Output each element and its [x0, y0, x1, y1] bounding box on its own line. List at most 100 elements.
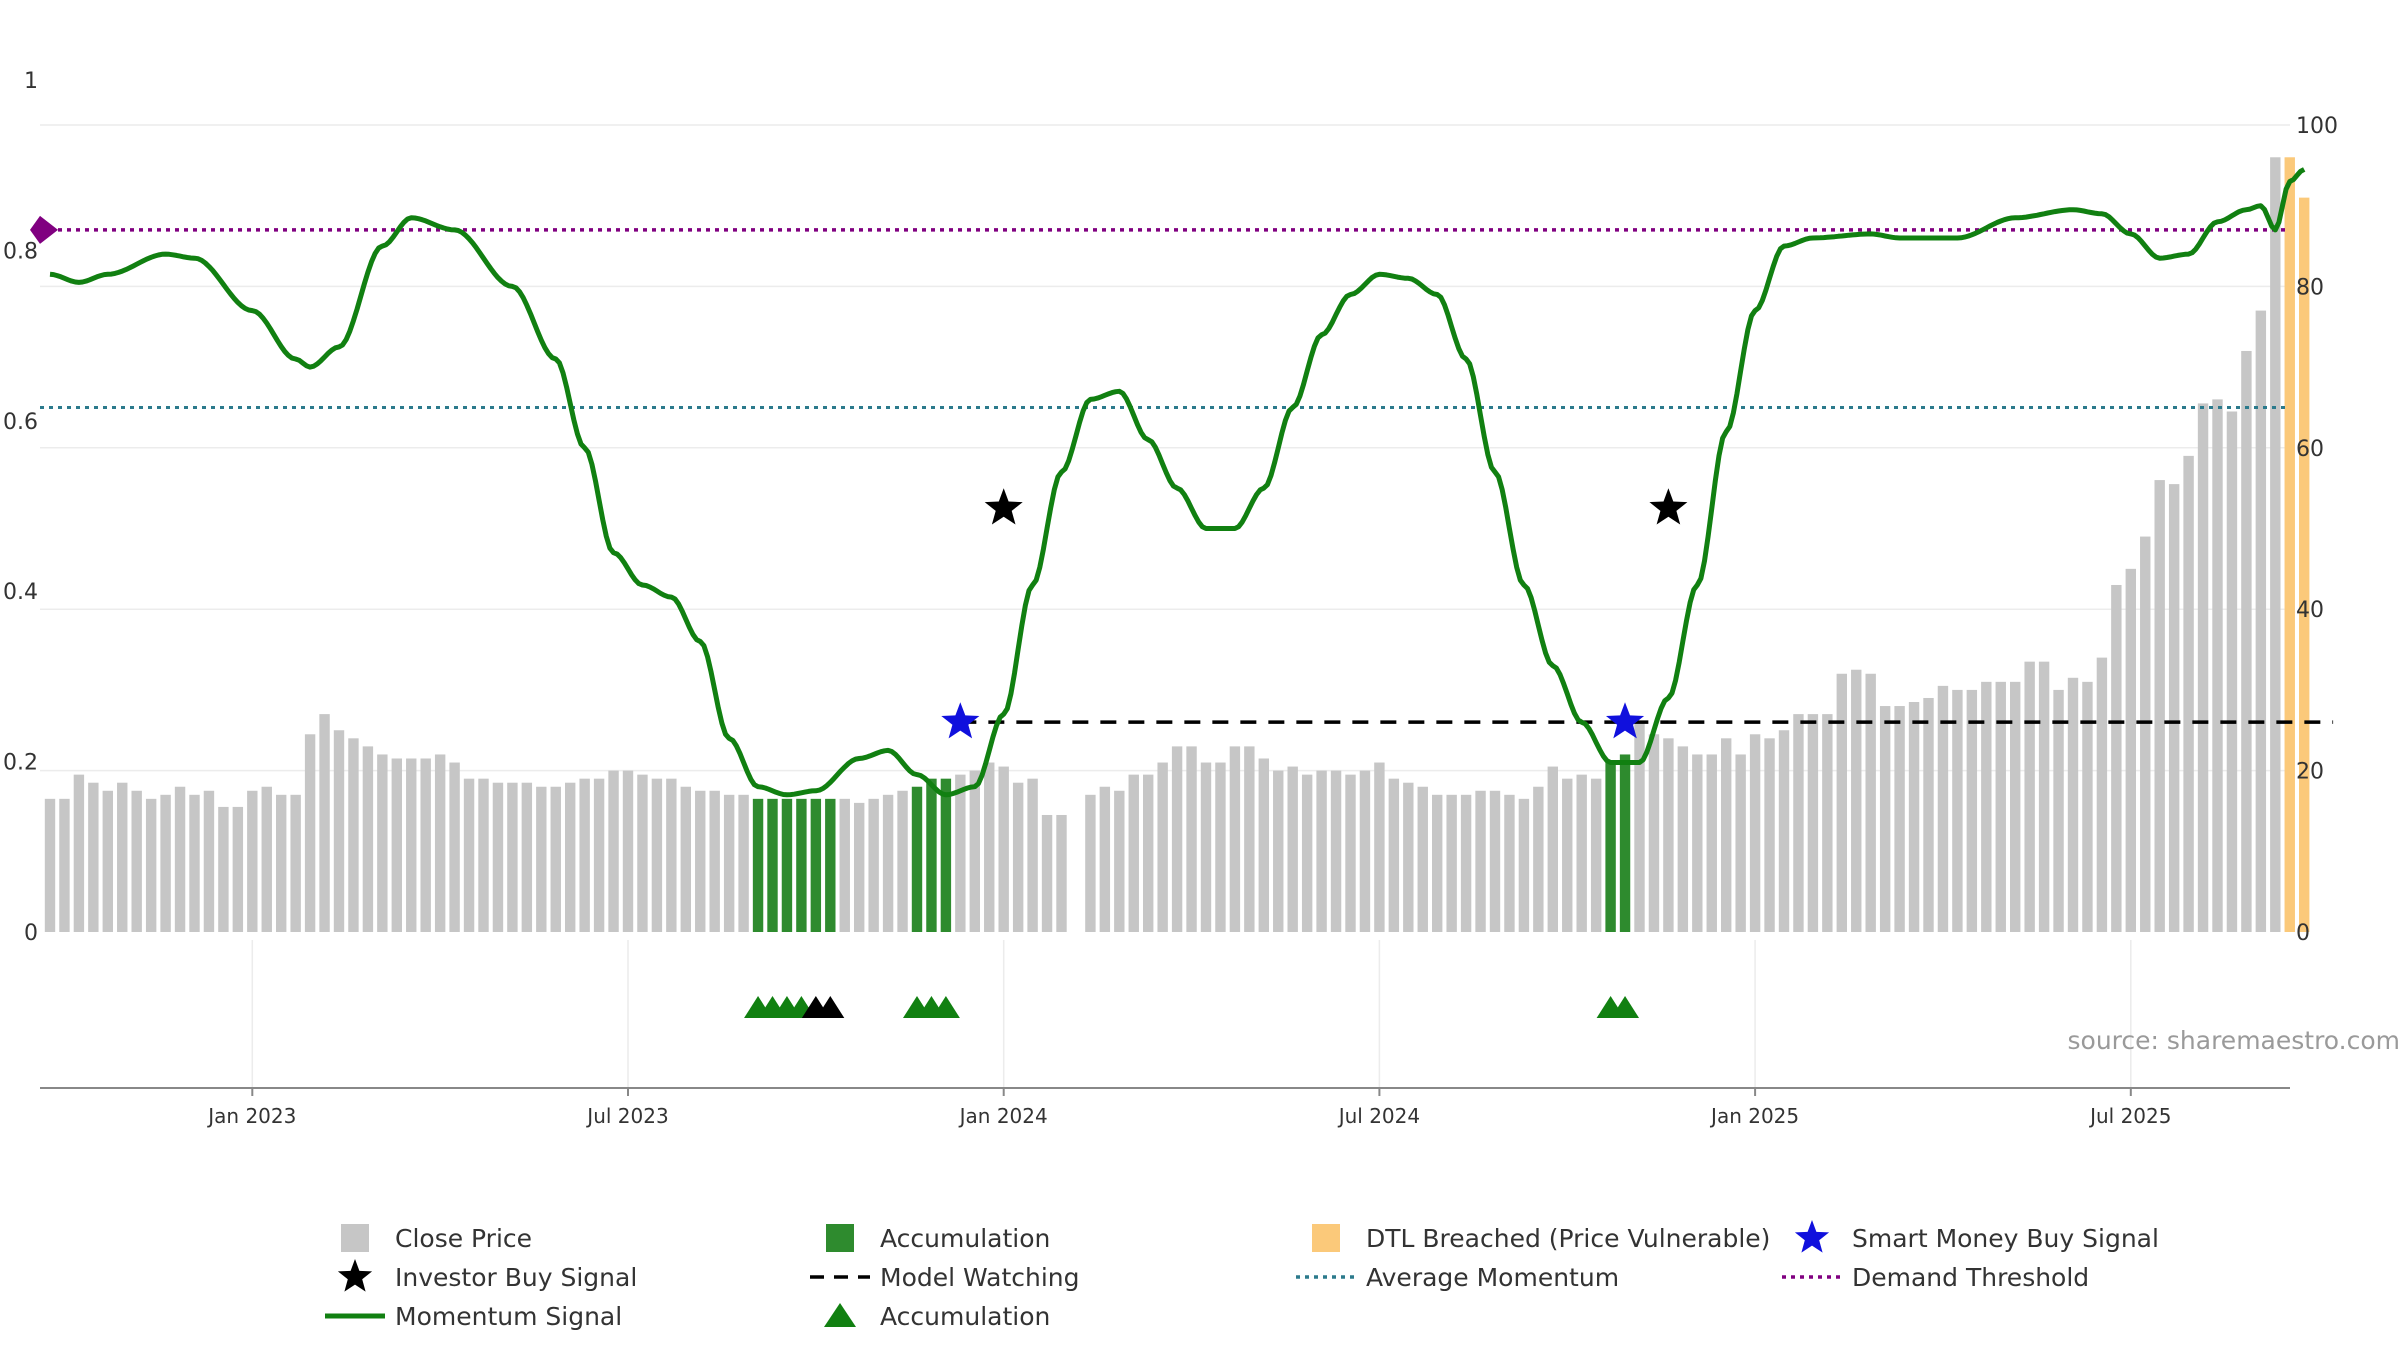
price-bar — [1807, 714, 1819, 932]
accumulation-bar — [1619, 754, 1631, 932]
price-bar — [564, 782, 576, 932]
left-tick-label: 0.6 — [3, 410, 38, 435]
price-bar — [868, 798, 879, 932]
x-tick-label: Jan 2023 — [206, 1104, 296, 1128]
price-bar — [1952, 689, 1963, 932]
price-bar — [160, 794, 171, 932]
price-bar — [593, 778, 605, 932]
price-bar — [1273, 770, 1284, 932]
accumulation-bar — [940, 778, 952, 932]
left-tick-label: 0.4 — [3, 580, 38, 605]
price-bar — [1995, 681, 2006, 932]
x-tick-label: Jan 2024 — [958, 1104, 1048, 1128]
price-bar — [247, 790, 258, 932]
price-bar — [1720, 738, 1732, 932]
price-bar — [174, 786, 186, 932]
x-tick-label: Jan 2025 — [1709, 1104, 1799, 1128]
price-bar — [1345, 774, 1356, 932]
price-bar — [1547, 766, 1559, 932]
price-bar — [579, 778, 590, 932]
momentum-signal-line — [49, 167, 2306, 798]
price-bar — [189, 794, 200, 932]
x-axis-ticks: Jan 2023 Jul 2023 Jan 2024 Jul 2024 Jan 2025… — [206, 1088, 2171, 1128]
price-bar — [2255, 310, 2267, 932]
price-bar — [1749, 734, 1761, 932]
price-bar — [1171, 746, 1183, 932]
price-bar — [1460, 794, 1472, 932]
right-tick-label: 80 — [2296, 275, 2324, 300]
price-bar — [275, 794, 287, 932]
price-bar — [695, 790, 706, 932]
price-bar — [44, 798, 56, 932]
legend-label: Investor Buy Signal — [395, 1263, 637, 1292]
price-bar — [492, 782, 504, 932]
price-bar — [1142, 774, 1154, 932]
price-bar — [1908, 702, 1920, 932]
price-bar — [232, 806, 244, 932]
price-bar — [1851, 669, 1862, 932]
price-bar — [1648, 734, 1660, 932]
price-bar — [608, 770, 619, 932]
price-bar — [2197, 403, 2209, 932]
left-tick-label: 0.8 — [3, 239, 38, 264]
price-bar — [882, 794, 894, 932]
price-bar — [203, 790, 215, 932]
price-bar — [1403, 782, 1414, 932]
price-bar — [1330, 770, 1342, 932]
legend-label: Model Watching — [880, 1263, 1080, 1292]
legend-label: Demand Threshold — [1852, 1263, 2089, 1292]
price-bar — [1186, 746, 1197, 932]
investor-buy-signal — [984, 488, 1023, 525]
price-bar — [1966, 689, 1978, 932]
legend-item: Average Momentum — [1296, 1263, 1619, 1292]
price-bar — [1388, 778, 1400, 932]
price-bar — [348, 738, 359, 932]
right-tick-label: 40 — [2296, 598, 2324, 623]
price-bar — [2111, 584, 2122, 932]
price-bar — [2241, 350, 2252, 933]
momentum-line-group — [49, 167, 2306, 798]
price-bar — [1735, 754, 1746, 932]
price-bar — [2183, 455, 2194, 932]
price-bar — [1431, 794, 1443, 932]
price-bar — [622, 770, 634, 932]
reference-lines — [30, 215, 2334, 724]
price-bar — [1128, 774, 1139, 932]
price-bar — [2125, 568, 2137, 932]
accumulation-bar — [926, 778, 937, 932]
price-bar — [1157, 762, 1168, 932]
accumulation-bar — [781, 798, 793, 932]
price-bar — [550, 786, 561, 932]
right-tick-label: 60 — [2296, 437, 2324, 462]
price-bar — [853, 802, 865, 932]
price-bar — [102, 790, 114, 932]
price-bar — [1793, 714, 1804, 932]
price-bar — [1937, 685, 1949, 932]
accumulation-triangle — [931, 996, 960, 1018]
price-bar — [1417, 786, 1428, 932]
price-bar — [1316, 770, 1327, 932]
price-bar — [536, 786, 547, 932]
price-bar — [637, 774, 648, 932]
price-bar — [1056, 814, 1067, 932]
price-bar — [2038, 661, 2050, 932]
dtl-breached-bar — [2284, 157, 2295, 932]
right-tick-label: 100 — [2296, 114, 2338, 139]
price-bar — [420, 758, 431, 932]
price-bar — [1027, 778, 1038, 932]
price-bar — [1359, 770, 1371, 932]
price-bar — [377, 754, 388, 932]
accumulation-triangle — [816, 996, 845, 1018]
smart-money-buy-signal — [941, 702, 980, 739]
price-bar — [1533, 786, 1544, 932]
legend-label: Accumulation — [880, 1224, 1050, 1253]
price-bar — [1489, 790, 1501, 932]
price-bar — [406, 758, 417, 932]
price-bar — [59, 798, 70, 932]
price-bar — [1981, 681, 1992, 932]
price-bar — [738, 794, 749, 932]
price-bar — [1099, 786, 1111, 932]
price-bar — [1836, 673, 1848, 932]
legend-item: Momentum Signal — [325, 1302, 622, 1331]
